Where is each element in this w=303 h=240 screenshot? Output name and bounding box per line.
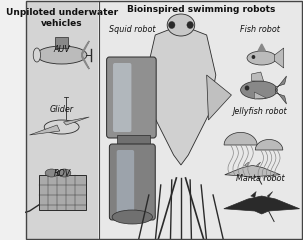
FancyBboxPatch shape (117, 150, 134, 214)
Ellipse shape (33, 48, 41, 62)
Polygon shape (258, 44, 265, 51)
FancyBboxPatch shape (113, 63, 132, 132)
Bar (55, 37, 68, 48)
Polygon shape (224, 196, 300, 214)
FancyBboxPatch shape (107, 57, 156, 138)
Bar (99, 1, 302, 239)
Ellipse shape (167, 14, 195, 36)
Polygon shape (275, 90, 286, 104)
Text: Fish robot: Fish robot (240, 25, 280, 35)
Text: Squid robot: Squid robot (109, 25, 155, 35)
Polygon shape (275, 76, 286, 90)
Polygon shape (254, 92, 266, 99)
Polygon shape (255, 139, 283, 150)
Bar (39, 175, 86, 210)
Text: Bioinspired swimming robots: Bioinspired swimming robots (127, 5, 275, 14)
Bar (26, 1, 98, 239)
Text: Manta robot: Manta robot (236, 174, 284, 183)
Ellipse shape (247, 51, 276, 65)
Polygon shape (251, 72, 264, 81)
Polygon shape (82, 55, 89, 69)
Ellipse shape (245, 85, 249, 90)
Ellipse shape (168, 22, 175, 29)
Polygon shape (82, 41, 89, 55)
Polygon shape (131, 75, 155, 120)
Text: Jellyfish robot: Jellyfish robot (233, 107, 287, 116)
Text: Glider: Glider (50, 105, 74, 114)
Polygon shape (257, 162, 261, 167)
Polygon shape (29, 125, 60, 135)
Ellipse shape (251, 55, 255, 59)
Ellipse shape (44, 120, 79, 134)
Polygon shape (251, 192, 256, 198)
Bar (117, 135, 150, 147)
Polygon shape (225, 165, 280, 179)
Ellipse shape (36, 46, 87, 64)
Polygon shape (64, 117, 89, 125)
Text: AUV: AUV (54, 45, 70, 54)
Ellipse shape (58, 169, 71, 177)
Polygon shape (207, 75, 231, 120)
Polygon shape (245, 162, 248, 167)
Polygon shape (267, 192, 273, 198)
FancyBboxPatch shape (109, 144, 155, 220)
Ellipse shape (187, 22, 193, 29)
Polygon shape (275, 48, 284, 68)
Ellipse shape (241, 81, 277, 99)
Text: ROV: ROV (53, 169, 71, 179)
Ellipse shape (112, 210, 152, 224)
Polygon shape (224, 132, 257, 145)
Ellipse shape (45, 169, 58, 177)
Text: Unpiloted underwater
vehicles: Unpiloted underwater vehicles (6, 8, 118, 28)
Polygon shape (146, 25, 216, 165)
